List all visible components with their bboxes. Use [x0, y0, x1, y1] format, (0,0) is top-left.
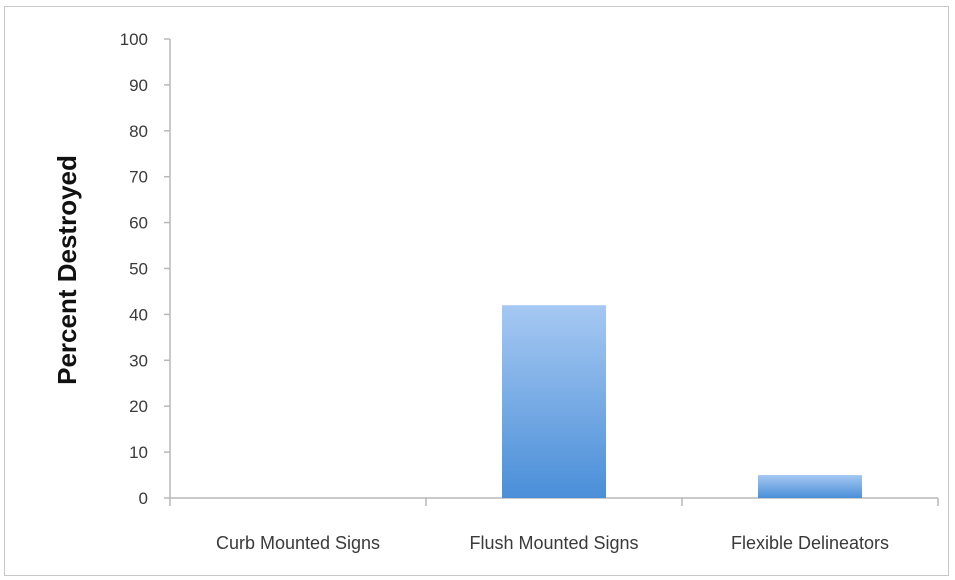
bar	[758, 475, 862, 498]
y-tick-label: 30	[129, 351, 148, 370]
y-tick-label: 10	[129, 443, 148, 462]
x-category-label: Flexible Delineators	[731, 533, 889, 553]
y-tick-label: 40	[129, 305, 148, 324]
x-category-label: Flush Mounted Signs	[469, 533, 638, 553]
y-tick-label: 70	[129, 168, 148, 187]
y-tick-label: 80	[129, 122, 148, 141]
bar	[502, 305, 606, 498]
y-tick-label: 100	[120, 30, 148, 49]
y-tick-label: 90	[129, 76, 148, 95]
y-tick-label: 50	[129, 260, 148, 279]
y-axis-label: Percent Destroyed	[52, 155, 82, 385]
y-tick-label: 0	[139, 489, 148, 508]
x-category-label: Curb Mounted Signs	[216, 533, 380, 553]
y-tick-label: 20	[129, 397, 148, 416]
y-tick-label: 60	[129, 214, 148, 233]
